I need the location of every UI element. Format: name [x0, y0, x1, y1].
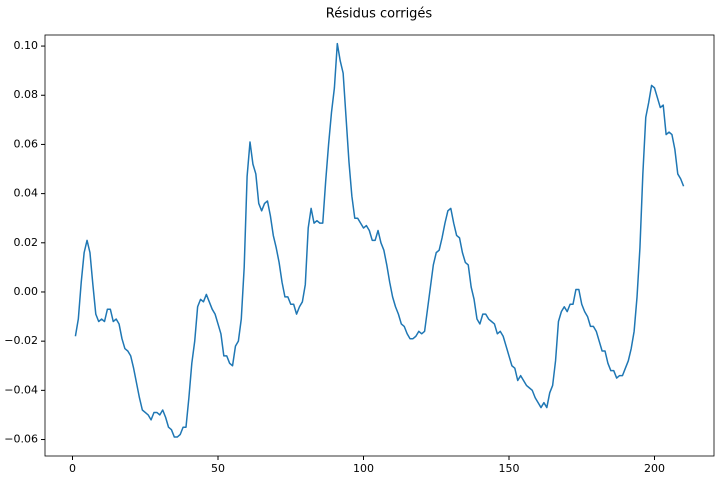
y-tick-label: −0.02 — [4, 334, 38, 347]
y-tick-label: 0.10 — [14, 39, 39, 52]
y-tick-label: 0.02 — [14, 236, 39, 249]
x-tick-label: 150 — [498, 462, 519, 475]
y-tick-label: 0.04 — [14, 187, 39, 200]
y-tick-label: −0.06 — [4, 433, 38, 446]
line-series — [74, 42, 685, 438]
y-tick-label: 0.00 — [14, 285, 39, 298]
plot-frame — [44, 34, 715, 457]
y-tick-label: 0.08 — [14, 88, 39, 101]
y-tick-label: −0.04 — [4, 383, 38, 396]
y-tick-label: 0.06 — [14, 137, 39, 150]
x-tick-label: 50 — [211, 462, 225, 475]
x-tick-label: 0 — [69, 462, 76, 475]
chart-title: Résidus corrigés — [326, 7, 433, 22]
x-tick-label: 100 — [353, 462, 374, 475]
x-tick-label: 200 — [644, 462, 665, 475]
